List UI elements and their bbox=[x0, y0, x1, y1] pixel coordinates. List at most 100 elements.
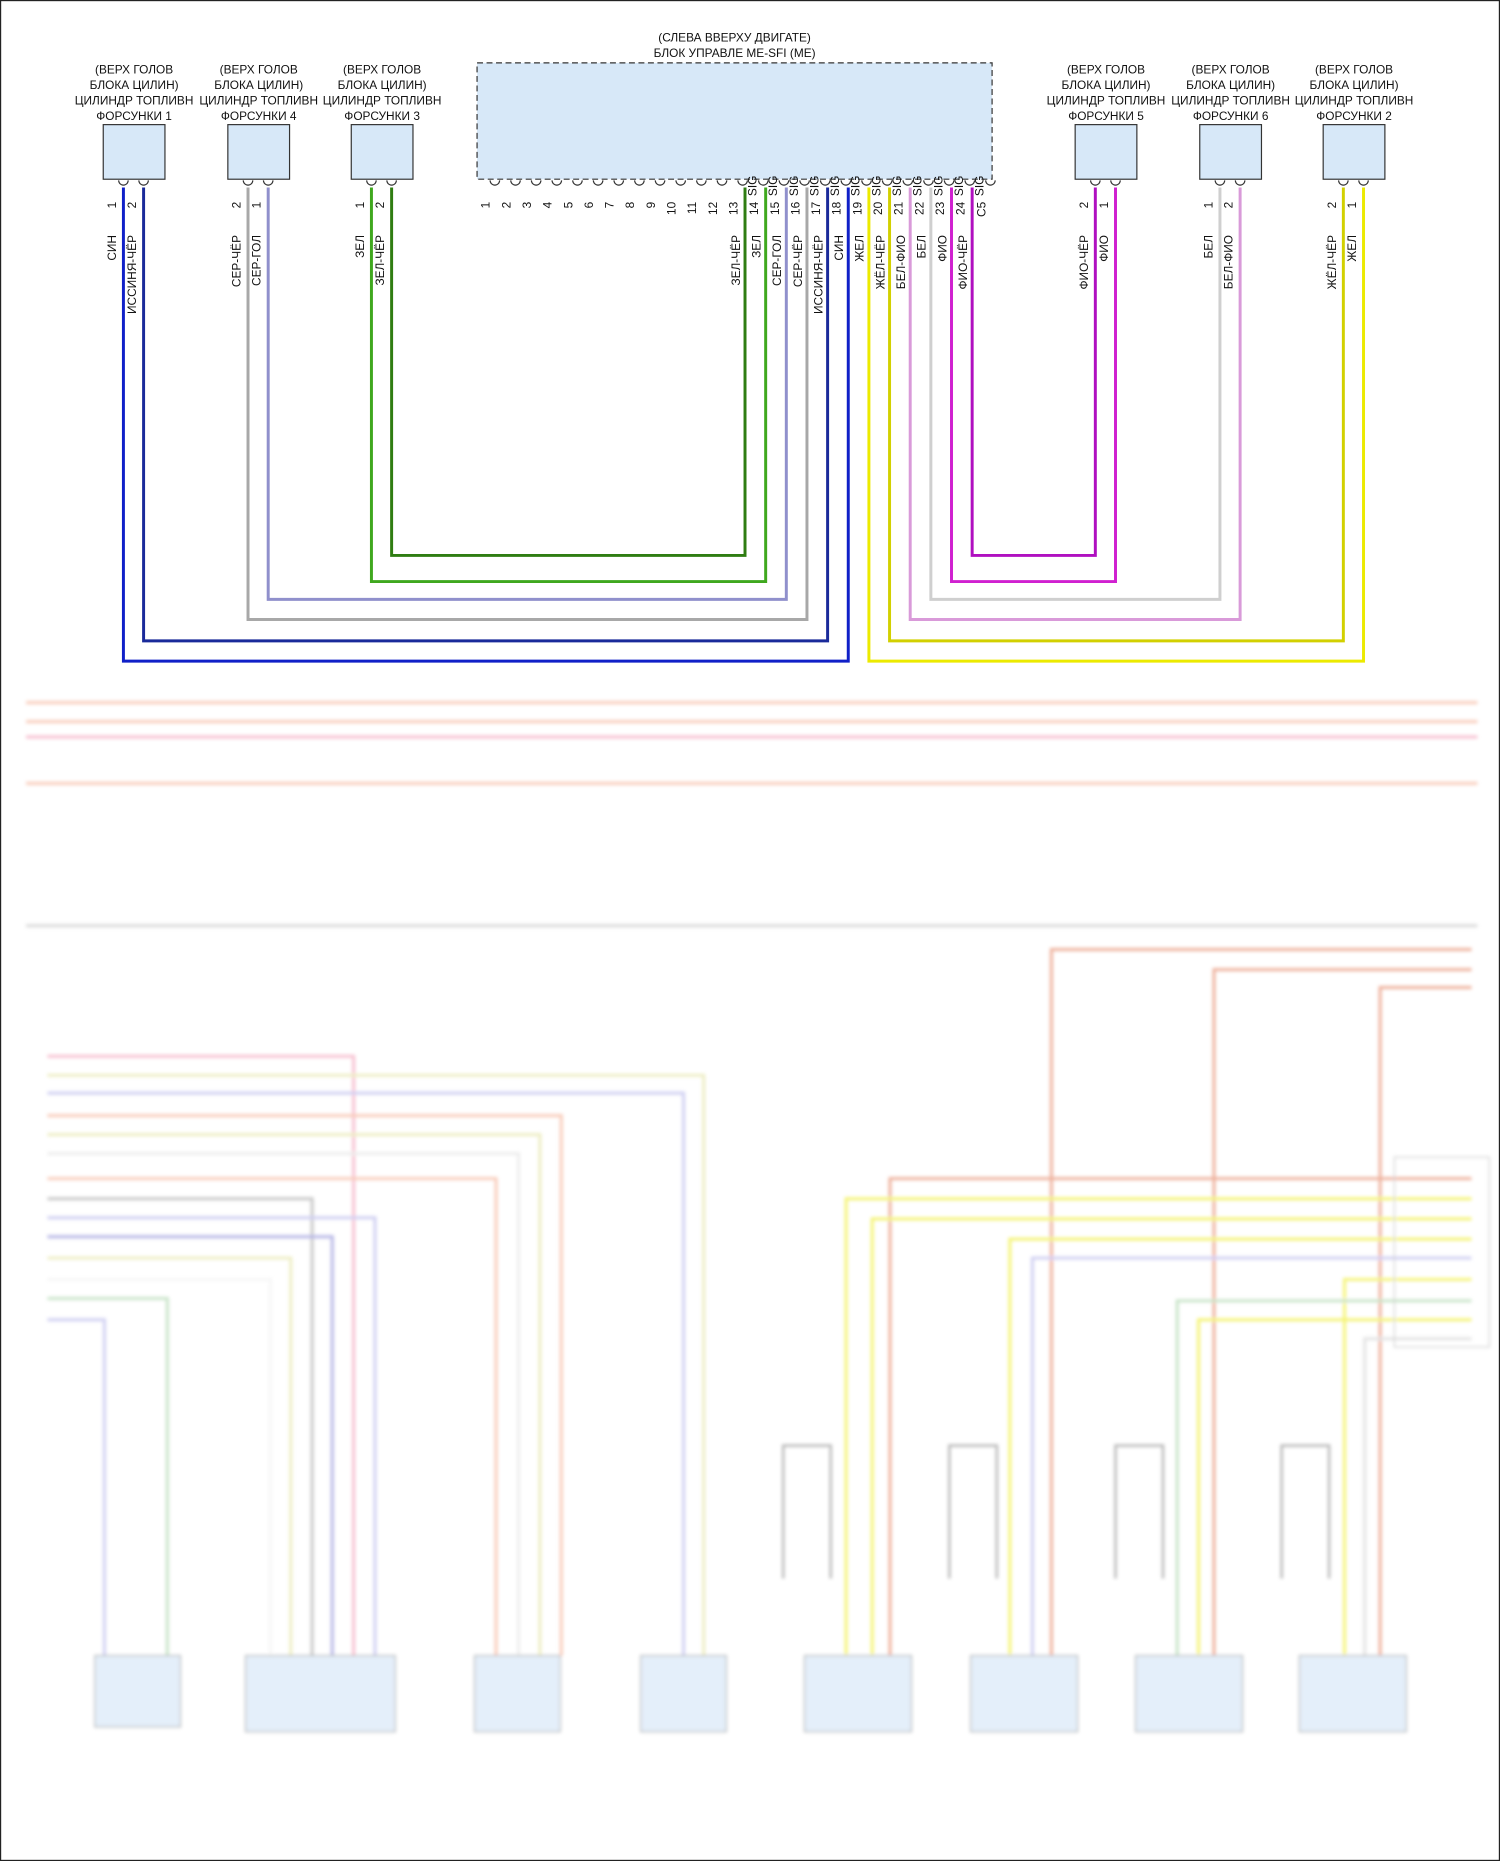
connector-label: БЛОКА ЦИЛИН) bbox=[1061, 78, 1150, 92]
pin-socket bbox=[592, 180, 604, 186]
wire bbox=[47, 1256, 293, 1656]
pin-number: 12 bbox=[706, 202, 720, 215]
pin-number: 2 bbox=[373, 202, 387, 209]
wire bbox=[47, 1177, 498, 1656]
component-box bbox=[640, 1655, 727, 1733]
component-box bbox=[803, 1655, 912, 1733]
wire-label: ФИО-ЧЁР bbox=[1077, 235, 1091, 290]
pin-number: 6 bbox=[582, 201, 596, 208]
pin-socket bbox=[634, 180, 645, 186]
pin-socket bbox=[242, 180, 254, 186]
wire bbox=[47, 1296, 169, 1656]
connector-label: БЛОКА ЦИЛИН) bbox=[1310, 78, 1399, 92]
connector-label: ФОРСУНКИ 2 bbox=[1316, 109, 1392, 123]
pin-socket bbox=[1089, 180, 1101, 186]
signal-label: SIG bbox=[849, 176, 863, 196]
injector-box bbox=[102, 124, 166, 180]
wire bbox=[870, 1217, 1472, 1656]
pin-number: 2 bbox=[1222, 202, 1236, 209]
pin-number: 2 bbox=[1325, 202, 1339, 209]
ground-loop bbox=[782, 1444, 832, 1579]
pin-number: 22 bbox=[912, 202, 926, 215]
wire-label: ИССИНЯ-ЧЁР bbox=[125, 235, 139, 314]
pin-socket bbox=[985, 180, 996, 186]
wire-label: ФИО bbox=[1097, 235, 1111, 262]
wire bbox=[888, 1177, 1472, 1656]
connector-label: (ВЕРХ ГОЛОВ bbox=[343, 63, 421, 77]
connector-label: БЛОКА ЦИЛИН) bbox=[1186, 78, 1275, 92]
pin-number: 10 bbox=[665, 201, 679, 215]
wire-label: ЗЕЛ-ЧЁР bbox=[373, 235, 387, 286]
signal-label: SIG bbox=[766, 176, 780, 196]
injector-box bbox=[1199, 124, 1263, 180]
wire-label: СЕР-ЧЁР bbox=[229, 235, 243, 287]
wire-label: ЖЕЛ bbox=[1345, 235, 1359, 262]
pin-number: 1 bbox=[105, 201, 119, 208]
wire bbox=[908, 187, 1242, 622]
wire bbox=[867, 187, 1366, 663]
injector-box bbox=[227, 124, 291, 180]
wire bbox=[970, 187, 1097, 557]
pin-socket bbox=[737, 180, 748, 186]
pin-number: 4 bbox=[541, 201, 555, 208]
connector-label: ЦИЛИНДР ТОПЛИВН bbox=[199, 93, 318, 107]
pin-socket bbox=[964, 180, 976, 186]
pin-socket bbox=[819, 180, 831, 186]
pin-socket bbox=[654, 180, 666, 186]
pin-socket bbox=[881, 180, 893, 186]
pin-socket bbox=[757, 180, 769, 186]
connector-label: (ВЕРХ ГОЛОВ bbox=[1192, 63, 1270, 77]
pin-socket bbox=[489, 180, 501, 186]
pin-number: 1 bbox=[1201, 201, 1215, 208]
pin-number: 1 bbox=[1097, 201, 1111, 208]
lower-diagram bbox=[26, 701, 1490, 1733]
connector-label: (ВЕРХ ГОЛОВ bbox=[1067, 63, 1145, 77]
pin-number: 14 bbox=[747, 201, 761, 215]
component-box bbox=[1298, 1655, 1407, 1733]
wire bbox=[47, 1114, 563, 1656]
connector-label: ФОРСУНКИ 5 bbox=[1068, 109, 1144, 123]
wire-label: ЖЁЛ-ЧЁР bbox=[1325, 235, 1339, 289]
pin-number: 18 bbox=[830, 201, 844, 215]
wire bbox=[47, 1235, 334, 1656]
connector-label: ФОРСУНКИ 1 bbox=[96, 109, 172, 123]
component-box bbox=[474, 1655, 561, 1733]
wire bbox=[1212, 968, 1472, 1656]
pin-socket bbox=[1110, 180, 1121, 186]
signal-label: SIG bbox=[787, 176, 801, 196]
signal-label: SIG bbox=[828, 176, 842, 196]
pin-socket bbox=[530, 180, 542, 186]
ground-loop bbox=[1280, 1444, 1331, 1579]
wire bbox=[950, 187, 1117, 584]
wire-label: СЕР-ГОЛ bbox=[250, 235, 264, 286]
pin-socket bbox=[778, 180, 790, 186]
wire bbox=[1008, 1237, 1472, 1656]
signal-label: SIG bbox=[745, 176, 759, 196]
wire-label: ЗЕЛ bbox=[749, 235, 763, 258]
pin-socket bbox=[613, 180, 625, 186]
connector-label: ФОРСУНКИ 4 bbox=[221, 109, 297, 123]
wire bbox=[1378, 985, 1472, 1656]
pin-number: 2 bbox=[1077, 202, 1091, 209]
pin-socket bbox=[510, 180, 521, 186]
wire bbox=[47, 1197, 314, 1656]
pin-number: 8 bbox=[623, 201, 637, 208]
component-box bbox=[970, 1655, 1079, 1733]
wire bbox=[47, 1133, 542, 1656]
pin-number: 9 bbox=[644, 201, 658, 208]
pin-socket bbox=[118, 180, 129, 186]
wire-label: ЖЕЛ bbox=[853, 235, 867, 262]
wire-label: БЕЛ bbox=[915, 235, 929, 258]
ground-loop bbox=[948, 1444, 999, 1579]
pin-socket bbox=[799, 180, 810, 186]
upper-diagram: 1 2 3 4 5 6 7 8 9 10 11 12 13 14 15 16 17 18 19 20 21 22 23 24 C… bbox=[75, 63, 1414, 314]
pin-socket bbox=[1214, 180, 1226, 186]
pin-socket bbox=[551, 180, 563, 186]
pin-number: 2 bbox=[499, 202, 513, 209]
wires bbox=[121, 187, 1366, 663]
connector-label: ЦИЛИНДР ТОПЛИВН bbox=[323, 93, 442, 107]
wire bbox=[47, 1152, 521, 1656]
signal-label: SIG bbox=[973, 176, 987, 196]
signal-label: SIG bbox=[952, 176, 966, 196]
